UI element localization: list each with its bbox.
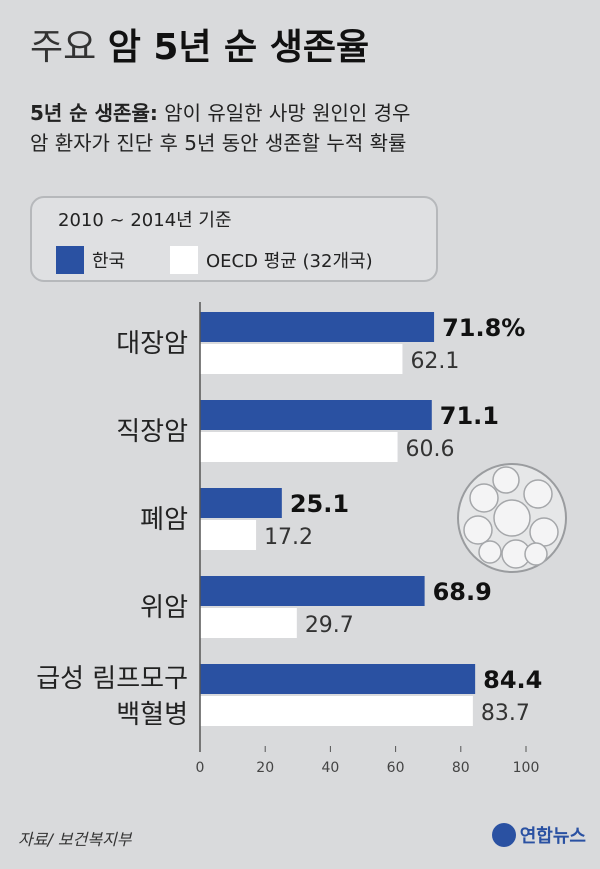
bar-korea: [200, 400, 432, 430]
value-label-oecd: 62.1: [410, 349, 459, 374]
value-label-oecd: 83.7: [481, 701, 530, 726]
description-text-2: 암 환자가 진단 후 5년 동안 생존할 누적 확률: [30, 131, 407, 155]
x-tick-label: 100: [513, 760, 540, 776]
category-label: 직장암: [116, 417, 188, 447]
category-label: 폐암: [140, 505, 188, 535]
description-text-1: 암이 유일한 사망 원인인 경우: [164, 101, 411, 125]
bar-korea: [200, 312, 435, 342]
cell-illustration: [457, 463, 567, 573]
yonhap-logo-icon: [491, 823, 516, 847]
value-label-korea: 71.1: [440, 402, 499, 430]
value-label-korea: 84.4: [483, 666, 542, 694]
value-label-korea: 68.9: [433, 578, 492, 606]
legend-period: 2010 ~ 2014년 기준: [58, 210, 232, 231]
bar-chart: 71.8% 62.1 대장암 71.1 60.6 직장암 25.1 17.2 폐암 68.9 29.…: [36, 302, 567, 776]
title-prefix: 주요: [30, 27, 97, 68]
description: 5년 순 생존율: 암이 유일한 사망 원인인 경우 암 환자가 진단 후 5년…: [30, 98, 410, 158]
category-label: 위암: [140, 593, 188, 623]
page-title: 주요 암 5년 순 생존율: [30, 26, 369, 70]
title-main: 암 5년 순 생존율: [107, 27, 370, 68]
value-label-korea: 25.1: [290, 490, 349, 518]
bar-oecd: [200, 608, 297, 638]
bar-korea: [200, 488, 282, 518]
category-label: 급성 림프모구: [36, 664, 188, 694]
x-tick-label: 60: [387, 760, 405, 776]
bar-korea: [200, 576, 425, 606]
category-label: 대장암: [116, 329, 188, 359]
yonhap-logo: 연합뉴스: [491, 822, 586, 848]
legend-swatch-oecd: [170, 246, 198, 274]
legend-item-korea: 한국: [56, 246, 125, 274]
x-tick-label: 20: [256, 760, 274, 776]
bar-oecd: [200, 520, 257, 550]
description-term: 5년 순 생존율:: [30, 101, 158, 125]
x-tick-label: 0: [196, 760, 205, 776]
value-label-oecd: 29.7: [305, 613, 354, 638]
bar-oecd: [200, 432, 398, 462]
value-label-korea: 71.8%: [442, 314, 525, 342]
description-line-1: 5년 순 생존율: 암이 유일한 사망 원인인 경우: [30, 98, 410, 128]
legend-label-oecd: OECD 평균 (32개국): [206, 251, 373, 272]
bar-korea: [200, 664, 476, 694]
yonhap-logo-text: 연합뉴스: [519, 826, 586, 847]
value-label-oecd: 17.2: [264, 525, 313, 550]
bar-oecd: [200, 344, 403, 374]
legend-label-korea: 한국: [92, 251, 126, 272]
category-label: 백혈병: [116, 700, 188, 730]
legend-item-oecd: OECD 평균 (32개국): [170, 246, 373, 274]
x-tick-label: 80: [452, 760, 470, 776]
source-note: 자료/ 보건복지부: [18, 830, 132, 849]
value-label-oecd: 60.6: [406, 437, 455, 462]
x-tick-label: 40: [321, 760, 339, 776]
bar-oecd: [200, 696, 473, 726]
legend: 2010 ~ 2014년 기준 한국 OECD 평균 (32개국): [30, 196, 438, 282]
legend-swatch-korea: [56, 246, 84, 274]
